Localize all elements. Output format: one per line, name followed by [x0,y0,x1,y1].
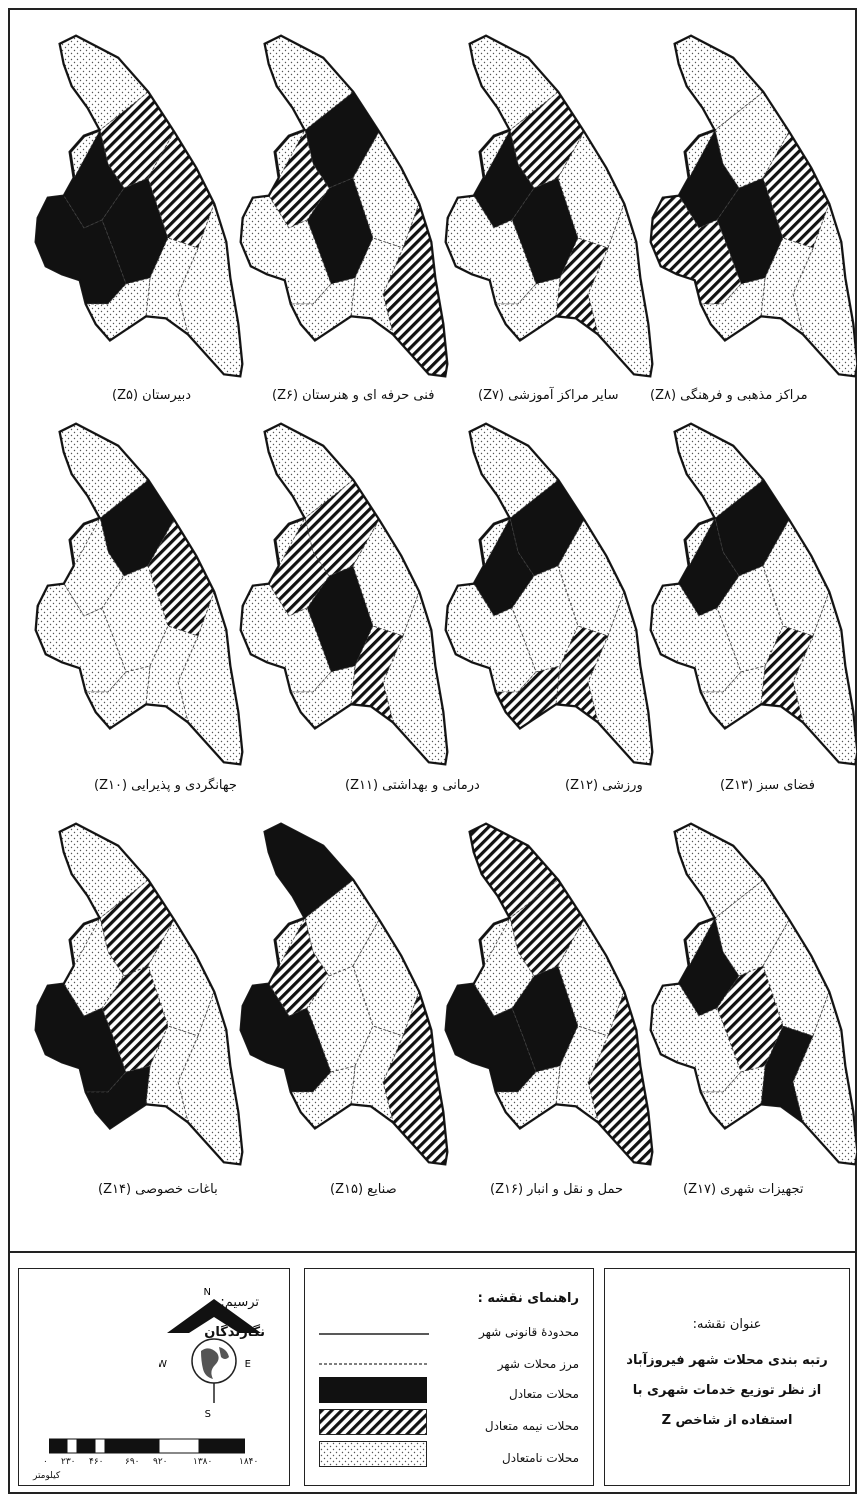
scale-bar-unit: کیلومتر [33,1471,61,1481]
scale-bar-tick-1: ۰ [43,1457,48,1467]
map-title-box: عنوان نقشه: رتبه بندی محلات شهر فیروزآبا… [604,1268,850,1486]
legend-box: راهنمای نقشه : محدودهٔ قانونی شهر مرز مح… [304,1268,594,1486]
map-label-6: درمانی و بهداشتی (Z۱۱) [345,778,480,793]
map-label-8: فضای سبز (Z۱۳) [720,778,815,793]
district-map-7 [444,422,654,766]
legend-label-boundary: محدودهٔ قانونی شهر [478,1325,579,1339]
district-map-8 [649,422,857,766]
compass-e-label: E [245,1359,251,1370]
city-boundary-line [35,823,243,1165]
scale-bar-tick-5: ۹۲۰ [153,1457,168,1467]
credit-box: ترسیم: نگارندگان N W E S ۰ ۲۳۰ ۴۶۰ ۶۹۰ ۹۲۰ ۱۳… [18,1268,290,1486]
district-map-4 [649,34,857,378]
map-label-11: حمل و نقل و انبار (Z۱۶) [490,1182,624,1197]
city-boundary-line [35,35,243,377]
scale-bar-segment-5 [104,1438,160,1454]
legend-label-semi-balanced: محلات نیمه متعادل [484,1419,579,1433]
credit-heading: ترسیم: [220,1295,259,1310]
district-map-6 [239,422,449,766]
map-label-1: دبیرستان (Z۵) [112,388,191,403]
scale-bar-segment-1 [49,1438,68,1454]
city-boundary-line [445,35,653,377]
map-label-9: باغات خصوصی (Z۱۴) [98,1182,218,1197]
scale-bar-segment-7 [198,1438,245,1454]
scale-bar-tick-3: ۴۶۰ [89,1457,104,1467]
district-5 [63,516,125,617]
map-label-4: مراکز مذهبی و فرهنگی (Z۸) [650,388,808,403]
city-boundary-line [240,823,448,1165]
district-map-12 [649,822,857,1166]
legend-label-balanced: محلات متعادل [508,1387,579,1401]
district-5 [473,516,535,617]
scale-bar [49,1438,245,1454]
district-5 [268,516,330,617]
legend-black-swatch [319,1377,427,1403]
map-label-12: تجهیزات شهری (Z۱۷) [683,1182,804,1197]
legend-dashed-line-swatch [319,1363,429,1365]
city-boundary-line [445,823,653,1165]
district-5 [678,128,740,229]
legend-solid-line-swatch [319,1333,429,1335]
district-5 [268,128,330,229]
district-map-11 [444,822,654,1166]
district-map-2 [239,34,449,378]
district-map-5 [34,422,244,766]
compass-w-label: W [159,1359,167,1370]
legend-dotted-swatch [319,1441,427,1467]
scale-bar-segment-4 [94,1438,106,1454]
legend-hatched-swatch [319,1409,427,1435]
district-map-10 [239,822,449,1166]
city-boundary-line [240,35,448,377]
city-boundary-line [650,35,857,377]
city-boundary-line [240,423,448,765]
district-5 [473,128,535,229]
map-label-10: صنایع (Z۱۵) [330,1182,397,1197]
district-map-1 [34,34,244,378]
legend-label-district-border: مرز محلات شهر [497,1357,579,1371]
map-label-7: ورزشی (Z۱۲) [565,778,643,793]
district-5 [473,916,535,1017]
compass-s-label: S [205,1409,211,1420]
maps-area [8,8,857,1253]
scale-bar-segment-3 [76,1438,96,1454]
district-5 [678,516,740,617]
district-5 [63,916,125,1017]
scale-bar-tick-6: ۱۳۸۰ [193,1457,213,1467]
district-5 [678,916,740,1017]
map-label-2: فنی حرفه ای و هنرستان (Z۶) [272,388,435,403]
map-label-3: سایر مراکز آموزشی (Z۷) [478,388,619,403]
city-boundary-line [445,423,653,765]
scale-bar-tick-2: ۲۳۰ [61,1457,76,1467]
district-map-3 [444,34,654,378]
scale-bar-tick-4: ۶۹۰ [125,1457,140,1467]
scale-bar-segment-6 [158,1438,200,1454]
city-boundary-line [35,423,243,765]
map-title-heading: عنوان نقشه: [692,1317,762,1332]
district-5 [268,916,330,1017]
district-map-9 [34,822,244,1166]
legend-label-unbalanced: محلات نامتعادل [502,1451,579,1465]
city-boundary-line [650,823,857,1165]
scale-bar-segment-2 [66,1438,78,1454]
map-label-5: جهانگردی و پذیرایی (Z۱۰) [94,778,237,793]
city-boundary-line [650,423,857,765]
maps-svg [34,34,857,1166]
map-title-line-2: از نظر توزیع خدمات شهری با [632,1383,822,1398]
scale-bar-tick-7: ۱۸۴۰ [239,1457,259,1467]
district-5 [63,128,125,229]
compass-n-label: N [204,1287,211,1298]
north-arrow-icon: N W E S [159,1287,261,1420]
legend-heading: راهنمای نقشه : [477,1291,579,1306]
map-title-line-3: استفاده از شاخص Z [661,1413,793,1428]
map-title-line-1: رتبه بندی محلات شهر فیروزآباد [626,1353,828,1368]
